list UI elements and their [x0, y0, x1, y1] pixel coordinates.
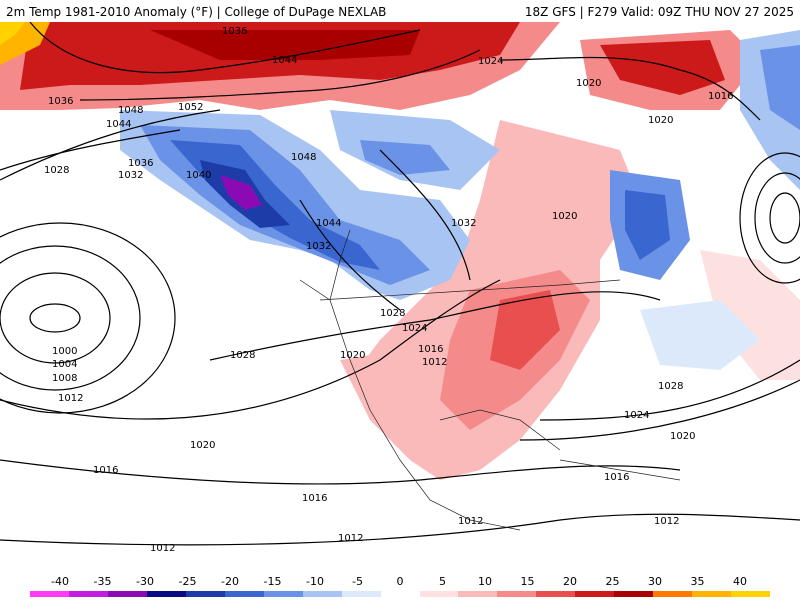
legend-tick-label: 15 [520, 575, 535, 588]
isobar-label: 1012 [422, 357, 447, 368]
legend-swatch [185, 591, 225, 597]
isobar-label: 1012 [150, 543, 175, 554]
isobar-label: 1044 [316, 218, 341, 229]
legend-tick-label: 30 [648, 575, 662, 588]
isobar-label: 1036 [48, 96, 73, 107]
legend-swatch [497, 591, 537, 597]
isobar-label: 1012 [458, 516, 483, 527]
isobar-label: 1040 [186, 170, 211, 181]
isobar-label: 1000 [52, 346, 77, 357]
isobar-label: 1044 [106, 119, 131, 130]
isobar-label: 1024 [624, 410, 649, 421]
cold-anomaly-fill [120, 30, 800, 370]
isobar-label: 1020 [576, 78, 601, 89]
legend-swatch [146, 591, 186, 597]
legend-tick-label: 5 [439, 575, 446, 588]
legend-swatch [263, 591, 303, 597]
isobar-label: 1016 [93, 465, 118, 476]
isobar-label: 1016 [604, 472, 629, 483]
legend-swatch [575, 591, 615, 597]
legend-swatch [302, 591, 342, 597]
isobar-label: 1032 [451, 218, 476, 229]
legend-swatch [30, 591, 69, 597]
legend-swatch [380, 591, 420, 597]
isobar-label: 1036 [222, 26, 247, 37]
isobar-label: 1032 [306, 241, 331, 252]
legend-tick-label: 40 [733, 575, 747, 588]
isobar-label: 1024 [478, 56, 503, 67]
legend-color-bar [30, 591, 771, 597]
isobar-label: 1028 [380, 308, 405, 319]
legend-tick-label: 35 [690, 575, 705, 588]
legend-tick-label: -10 [306, 575, 324, 588]
isobar-label: 1052 [178, 102, 203, 113]
isobar-label: 1020 [340, 350, 365, 361]
legend-tick-label: -5 [352, 575, 363, 588]
isobar-label: 1048 [118, 105, 143, 116]
legend-swatch [731, 591, 771, 597]
legend-swatch [458, 591, 498, 597]
model-run-info: 18Z GFS | F279 Valid: 09Z THU NOV 27 202… [524, 5, 794, 19]
isobar-label: 1012 [654, 516, 679, 527]
legend-tick-label: -20 [221, 575, 239, 588]
legend-tick-label: 20 [563, 575, 577, 588]
isobar-label: 1024 [402, 323, 427, 334]
isobar-label: 1036 [128, 158, 153, 169]
legend-tick-label: -15 [263, 575, 282, 588]
legend-swatch [107, 591, 147, 597]
isobar-label: 1028 [658, 381, 683, 392]
legend-swatch [692, 591, 732, 597]
isobar-label: 1020 [648, 115, 673, 126]
legend-tick-label: -35 [93, 575, 112, 588]
warm-anomaly-fill [0, 22, 800, 480]
isobar-label: 1016 [302, 493, 327, 504]
anomaly-map: 1036 1044 1024 1020 1016 1020 1036 1048 … [0, 22, 800, 575]
legend-tick-label: -25 [178, 575, 197, 588]
legend-swatch [341, 591, 381, 597]
legend-tick-label: -40 [51, 575, 69, 588]
legend-swatch [614, 591, 654, 597]
map-title: 2m Temp 1981-2010 Anomaly (°F) | College… [6, 5, 387, 19]
isobar-label: 1020 [670, 431, 695, 442]
legend-tick-label: 0 [396, 575, 404, 588]
legend-tick-label: 10 [478, 575, 492, 588]
isobar-label: 1008 [52, 373, 77, 384]
legend-swatch [419, 591, 459, 597]
isobar-label: 1028 [230, 350, 255, 361]
legend-tick-label: 25 [605, 575, 620, 588]
isobar-label: 1012 [58, 393, 83, 404]
isobar-label: 1044 [272, 55, 297, 66]
isobar-label: 1016 [418, 344, 443, 355]
geographic-boundaries [299, 229, 681, 531]
isobar-label: 1012 [338, 533, 363, 544]
legend-tick-label: -30 [136, 575, 154, 588]
map-header: 2m Temp 1981-2010 Anomaly (°F) | College… [0, 0, 800, 22]
legend-swatch [653, 591, 693, 597]
legend-swatch [224, 591, 264, 597]
isobar-label: 1028 [44, 165, 69, 176]
color-legend: -40 -35 -30 -25 -20 -15 -10 -5 0 5 10 15 20 25 30 35 40 [0, 575, 800, 600]
isobar-label: 1020 [552, 211, 577, 222]
isobar-label: 1020 [190, 440, 215, 451]
isobar-label: 1032 [118, 170, 143, 181]
legend-swatch [536, 591, 576, 597]
isobar-label: 1048 [291, 152, 316, 163]
isobar-label: 1016 [708, 91, 733, 102]
isobar-label: 1004 [52, 359, 77, 370]
legend-swatch [68, 591, 108, 597]
isobar-labels: 1036 1044 1024 1020 1016 1020 1036 1048 … [44, 26, 733, 554]
